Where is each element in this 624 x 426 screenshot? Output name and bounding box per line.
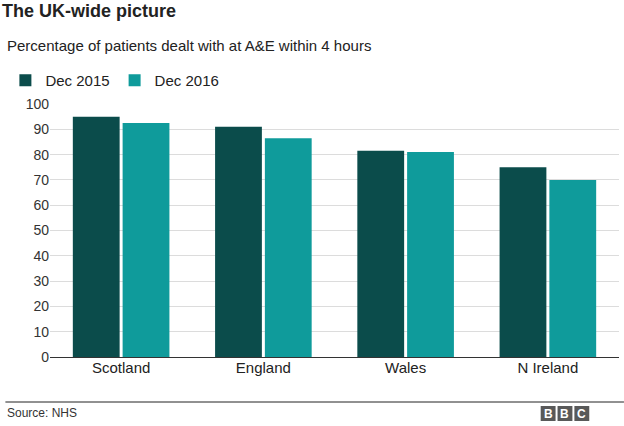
- svg-text:50: 50: [33, 222, 49, 238]
- svg-text:80: 80: [33, 147, 49, 163]
- svg-text:Source: NHS: Source: NHS: [7, 406, 77, 420]
- svg-text:70: 70: [33, 172, 49, 188]
- svg-text:C: C: [577, 407, 586, 421]
- svg-text:Scotland: Scotland: [92, 359, 150, 376]
- svg-text:30: 30: [33, 273, 49, 289]
- svg-text:England: England: [236, 359, 291, 376]
- svg-text:60: 60: [33, 197, 49, 213]
- svg-text:Dec 2016: Dec 2016: [155, 72, 219, 89]
- svg-text:0: 0: [41, 349, 49, 365]
- svg-text:10: 10: [33, 324, 49, 340]
- svg-text:N Ireland: N Ireland: [517, 359, 578, 376]
- svg-text:Percentage of patients dealt w: Percentage of patients dealt with at A&E…: [7, 37, 371, 54]
- svg-text:B: B: [560, 407, 569, 421]
- svg-text:B: B: [544, 407, 553, 421]
- svg-text:40: 40: [33, 248, 49, 264]
- svg-text:Wales: Wales: [385, 359, 426, 376]
- svg-text:20: 20: [33, 298, 49, 314]
- svg-text:90: 90: [33, 121, 49, 137]
- svg-text:100: 100: [26, 96, 50, 112]
- svg-text:The UK-wide picture: The UK-wide picture: [2, 1, 176, 21]
- svg-text:Dec 2015: Dec 2015: [45, 72, 109, 89]
